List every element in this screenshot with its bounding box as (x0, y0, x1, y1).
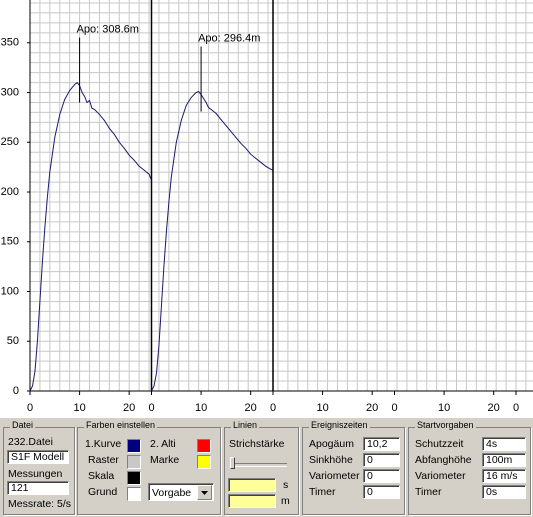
width-label: Strichstärke (229, 438, 285, 450)
group-title: Farben einstellen (84, 420, 158, 430)
field-input[interactable]: 4s (482, 437, 526, 451)
count-input[interactable]: 121 (7, 481, 69, 495)
x-tick-label: 10 (195, 402, 207, 414)
y-tick-label: 200 (1, 186, 19, 198)
field-label: Timer (309, 486, 336, 498)
color-label: 2. Alti (150, 438, 176, 450)
x-tick-label: 0 (513, 402, 519, 414)
field-label: Apogäum (309, 438, 354, 450)
y-tick-label: 350 (1, 37, 19, 49)
apogee-label: Apo: 308.6m (77, 23, 139, 35)
flight-curve (151, 90, 273, 392)
y-tick-label: 100 (1, 285, 19, 297)
height-input[interactable] (228, 494, 276, 508)
field-label: Abfanghöhe (415, 454, 472, 466)
field-label: Sinkhöhe (309, 454, 353, 466)
color-label: Raster (88, 454, 119, 466)
rate-label: Messrate: 5/s (8, 498, 72, 510)
field-label: Timer (415, 486, 442, 498)
unit-m: m (281, 495, 290, 507)
x-tick-label: 0 (270, 402, 276, 414)
y-tick-label: 0 (13, 385, 19, 397)
count-label: Messungen (8, 468, 63, 480)
x-tick-label: 10 (316, 402, 328, 414)
model-input[interactable]: S1F Modell (7, 450, 69, 464)
dropdown-arrow (201, 491, 208, 495)
x-tick-label: 20 (366, 402, 378, 414)
field-input[interactable]: 100m (482, 453, 526, 467)
unit-s: s (283, 479, 289, 491)
x-tick-label: 0 (27, 402, 33, 414)
x-tick-label: 20 (245, 402, 257, 414)
x-tick-label: 20 (488, 402, 500, 414)
color-label: Skala (88, 470, 115, 482)
color-label: Marke (150, 454, 180, 466)
flight-curve (29, 81, 152, 392)
x-tick-label: 20 (123, 402, 135, 414)
group-box: Startvorgaben Schutzzeit 4s Abfanghöhe 100m V… (408, 420, 531, 515)
color-swatch[interactable] (127, 455, 141, 469)
color-swatch[interactable] (127, 439, 141, 453)
group-box: Linien Strichstärke s m (224, 420, 299, 515)
color-swatch[interactable] (197, 455, 211, 469)
group-title: Linien (231, 420, 260, 430)
group-box: Ereigniszeiten Apogäum 10,2 Sinkhöhe 0 Variom… (302, 420, 405, 515)
group-title: Datei (10, 420, 36, 430)
group-title: Ereigniszeiten (309, 420, 370, 430)
preset-dropdown[interactable]: Vorgabe (148, 483, 214, 501)
field-label: Variometer (309, 470, 360, 482)
field-input[interactable]: 0 (363, 485, 400, 499)
color-label: Grund (88, 486, 118, 498)
y-tick-label: 300 (1, 86, 19, 98)
x-tick-label: 10 (438, 402, 450, 414)
dropdown-button[interactable] (197, 485, 212, 500)
group-box: Farben einstellen 1.Kurve 2. Alti Raster Mar… (77, 420, 221, 515)
y-tick-label: 50 (7, 335, 19, 347)
control-panel: Datei 232.Datei S1F Modell Messungen 121 Mess… (0, 418, 533, 517)
x-tick-label: 0 (148, 402, 154, 414)
color-label: 1.Kurve (85, 438, 122, 450)
time-input[interactable] (228, 478, 276, 492)
file-name: 232.Datei (8, 436, 53, 448)
slider-thumb[interactable] (230, 457, 235, 469)
slider-track (231, 463, 287, 467)
color-swatch[interactable] (127, 487, 141, 501)
color-swatch[interactable] (197, 439, 211, 453)
field-input[interactable]: 16 m/s (482, 469, 526, 483)
preset-text: Vorgabe (152, 487, 192, 499)
field-label: Variometer (415, 470, 466, 482)
chart-background (0, 0, 533, 418)
group-title: Startvorgaben (415, 420, 476, 430)
group-box: Datei 232.Datei S1F Modell Messungen 121 Mess… (3, 420, 75, 515)
y-tick-label: 250 (1, 136, 19, 148)
field-input[interactable]: 0 (363, 453, 400, 467)
field-input[interactable]: 0s (482, 485, 526, 499)
apogee-label: Apo: 296.4m (198, 32, 260, 44)
x-tick-label: 0 (391, 402, 397, 414)
field-input[interactable]: 0 (363, 469, 400, 483)
color-swatch[interactable] (127, 471, 141, 485)
x-tick-label: 10 (73, 402, 85, 414)
field-label: Schutzzeit (415, 438, 464, 450)
y-tick-label: 150 (1, 236, 19, 248)
field-input[interactable]: 10,2 (363, 437, 400, 451)
